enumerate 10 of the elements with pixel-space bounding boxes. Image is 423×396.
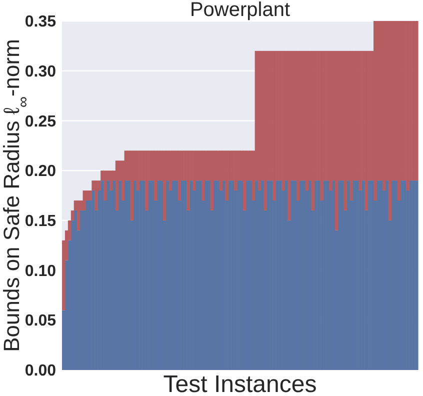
y-tick-label: 0.30 (24, 63, 56, 80)
chart-title: Powerplant (190, 0, 290, 21)
y-tick-label: 0.20 (24, 163, 56, 180)
y-tick-label: 0.05 (24, 312, 56, 330)
y-tick-label: 0.35 (24, 14, 56, 31)
y-tick-label: 0.25 (24, 113, 56, 130)
x-axis-title: Test Instances (163, 371, 317, 396)
y-tick-label: 0.00 (24, 362, 56, 380)
y-tick-label: 0.15 (24, 213, 56, 230)
y-tick-label: 0.10 (24, 262, 56, 280)
